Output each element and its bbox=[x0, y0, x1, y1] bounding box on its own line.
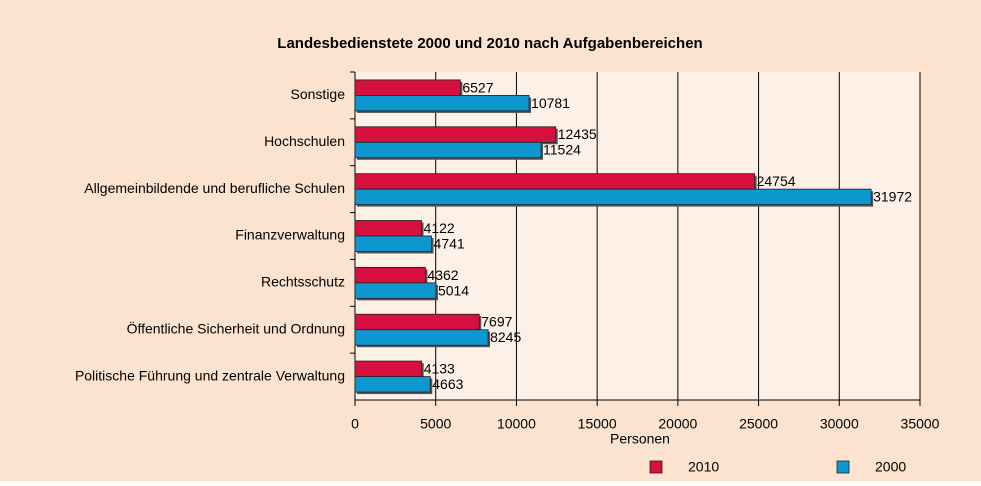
y-tick-label: Politische Führung und zentrale Verwaltu… bbox=[75, 367, 345, 383]
x-tick-label: 5000 bbox=[420, 416, 451, 432]
bar bbox=[354, 360, 423, 377]
value-label: 11524 bbox=[543, 142, 581, 158]
bar bbox=[354, 79, 461, 96]
x-tick-label: 25000 bbox=[739, 416, 778, 432]
value-label: 4741 bbox=[434, 235, 465, 251]
chart-title: Landesbedienstete 2000 und 2010 nach Auf… bbox=[277, 35, 702, 52]
x-tick-label: 10000 bbox=[497, 416, 536, 432]
x-axis-label: Personen bbox=[610, 431, 670, 447]
bar bbox=[354, 313, 480, 331]
bar bbox=[354, 126, 557, 143]
value-label: 6527 bbox=[462, 79, 493, 95]
value-label: 12435 bbox=[558, 126, 597, 142]
value-label: 10781 bbox=[531, 95, 570, 111]
bar bbox=[354, 173, 756, 190]
value-label: 4122 bbox=[424, 220, 455, 236]
bar bbox=[354, 329, 489, 346]
value-label: 4362 bbox=[427, 267, 458, 283]
value-label: 5014 bbox=[438, 282, 469, 298]
y-tick-label: Allgemeinbildende und berufliche Schulen bbox=[84, 180, 345, 196]
value-label: 4133 bbox=[424, 361, 455, 377]
bar bbox=[354, 235, 432, 252]
bar bbox=[354, 141, 542, 159]
bar bbox=[354, 376, 431, 393]
y-tick-label: Finanzverwaltung bbox=[235, 227, 345, 243]
y-tick-label: Hochschulen bbox=[264, 133, 345, 149]
y-tick-label: Öffentliche Sicherheit und Ordnung bbox=[127, 319, 345, 336]
value-label: 8245 bbox=[490, 329, 521, 345]
x-tick-label: 20000 bbox=[658, 416, 697, 432]
bar bbox=[354, 95, 530, 112]
legend-swatch bbox=[836, 460, 850, 474]
legend-swatch bbox=[649, 460, 663, 474]
value-label: 31972 bbox=[873, 189, 912, 205]
value-label: 24754 bbox=[757, 173, 796, 189]
y-tick-label: Rechtsschutz bbox=[261, 274, 345, 290]
y-tick-label: Sonstige bbox=[291, 86, 346, 102]
bar bbox=[354, 188, 872, 206]
bar bbox=[354, 220, 422, 237]
x-tick-label: 30000 bbox=[820, 416, 859, 432]
bar bbox=[354, 282, 437, 299]
value-label: 7697 bbox=[481, 314, 512, 330]
bar bbox=[354, 266, 426, 284]
x-tick-label: 0 bbox=[351, 416, 359, 432]
value-label: 4663 bbox=[432, 376, 463, 392]
x-tick-label: 15000 bbox=[578, 416, 617, 432]
legend-label: 2000 bbox=[875, 459, 906, 475]
legend-label: 2010 bbox=[688, 459, 719, 475]
x-tick-label: 35000 bbox=[901, 416, 940, 432]
